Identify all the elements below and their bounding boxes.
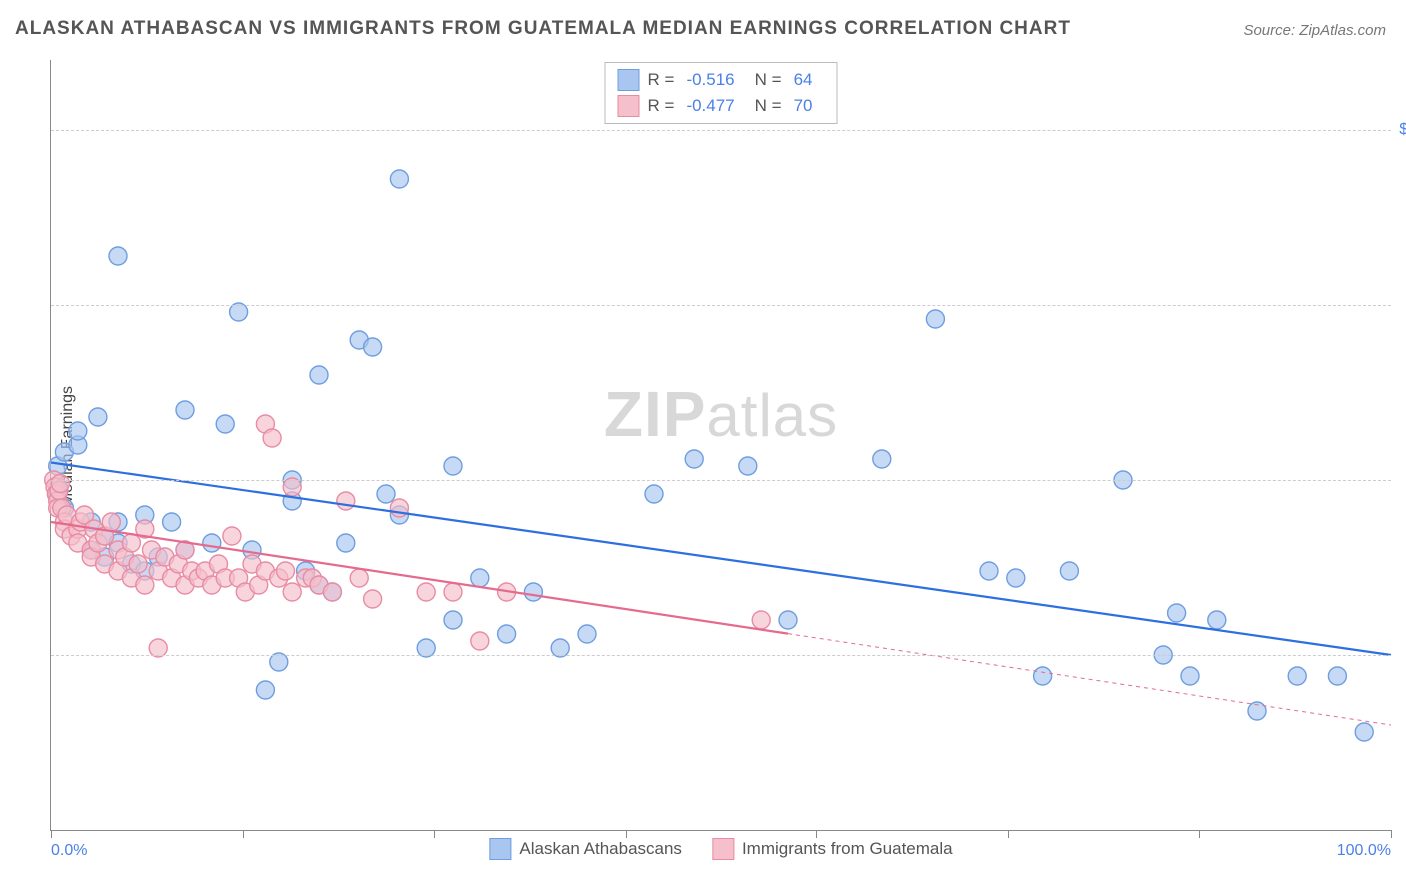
data-point-guatemala [129,555,147,573]
x-axis-min-label: 0.0% [51,842,87,860]
x-tick [626,830,627,838]
x-axis-max-label: 100.0% [1337,842,1391,860]
data-point-alaskan [1007,569,1025,587]
x-tick [434,830,435,838]
chart-title: ALASKAN ATHABASCAN VS IMMIGRANTS FROM GU… [15,18,1071,40]
data-point-alaskan [176,401,194,419]
legend-series: Alaskan Athabascans Immigrants from Guat… [489,838,952,860]
data-point-alaskan [498,625,516,643]
data-point-guatemala [263,429,281,447]
plot-area: ZIPatlas R = -0.516 N = 64 R = -0.477 N … [50,60,1391,831]
data-point-guatemala [51,475,69,493]
data-point-alaskan [685,450,703,468]
x-tick [51,830,52,838]
x-tick [1391,830,1392,838]
data-point-alaskan [1288,667,1306,685]
data-point-alaskan [203,534,221,552]
data-point-guatemala [417,583,435,601]
gridline [51,305,1391,306]
data-point-guatemala [337,492,355,510]
y-tick-label: $75,000 [1396,296,1406,314]
data-point-guatemala [102,513,120,531]
data-point-guatemala [471,632,489,650]
data-point-alaskan [163,513,181,531]
data-point-alaskan [645,485,663,503]
data-point-guatemala [364,590,382,608]
data-point-alaskan [1181,667,1199,685]
data-point-alaskan [779,611,797,629]
data-point-alaskan [256,681,274,699]
data-point-alaskan [1060,562,1078,580]
data-point-alaskan [524,583,542,601]
data-point-guatemala [136,576,154,594]
data-point-guatemala [283,583,301,601]
data-point-alaskan [578,625,596,643]
data-point-guatemala [323,583,341,601]
data-point-alaskan [377,485,395,503]
gridline [51,655,1391,656]
data-point-guatemala [223,527,241,545]
data-point-alaskan [109,247,127,265]
x-tick [1008,830,1009,838]
plot-svg [51,60,1391,830]
data-point-alaskan [444,457,462,475]
gridline [51,480,1391,481]
data-point-alaskan [1355,723,1373,741]
data-point-guatemala [277,562,295,580]
data-point-alaskan [337,534,355,552]
legend-label-guatemala: Immigrants from Guatemala [742,839,953,859]
data-point-alaskan [873,450,891,468]
data-point-alaskan [1034,667,1052,685]
legend-bottom-swatch-alaskan [489,838,511,860]
gridline [51,130,1391,131]
data-point-alaskan [89,408,107,426]
data-point-alaskan [390,170,408,188]
data-point-guatemala [752,611,770,629]
data-point-alaskan [1208,611,1226,629]
y-tick-label: $50,000 [1396,471,1406,489]
data-point-alaskan [69,422,87,440]
data-point-guatemala [350,569,368,587]
data-point-alaskan [310,366,328,384]
y-tick-label: $100,000 [1396,121,1406,139]
data-point-alaskan [471,569,489,587]
legend-label-alaskan: Alaskan Athabascans [519,839,682,859]
y-tick-label: $25,000 [1396,646,1406,664]
legend-item-guatemala: Immigrants from Guatemala [712,838,953,860]
data-point-alaskan [1328,667,1346,685]
data-point-guatemala [444,583,462,601]
data-point-guatemala [122,534,140,552]
x-tick [816,830,817,838]
data-point-alaskan [1168,604,1186,622]
data-point-alaskan [926,310,944,328]
data-point-alaskan [216,415,234,433]
x-tick [243,830,244,838]
legend-bottom-swatch-guatemala [712,838,734,860]
x-tick [1199,830,1200,838]
source-label: Source: ZipAtlas.com [1243,22,1386,39]
data-point-alaskan [364,338,382,356]
data-point-alaskan [980,562,998,580]
legend-item-alaskan: Alaskan Athabascans [489,838,682,860]
data-point-alaskan [444,611,462,629]
data-point-alaskan [739,457,757,475]
